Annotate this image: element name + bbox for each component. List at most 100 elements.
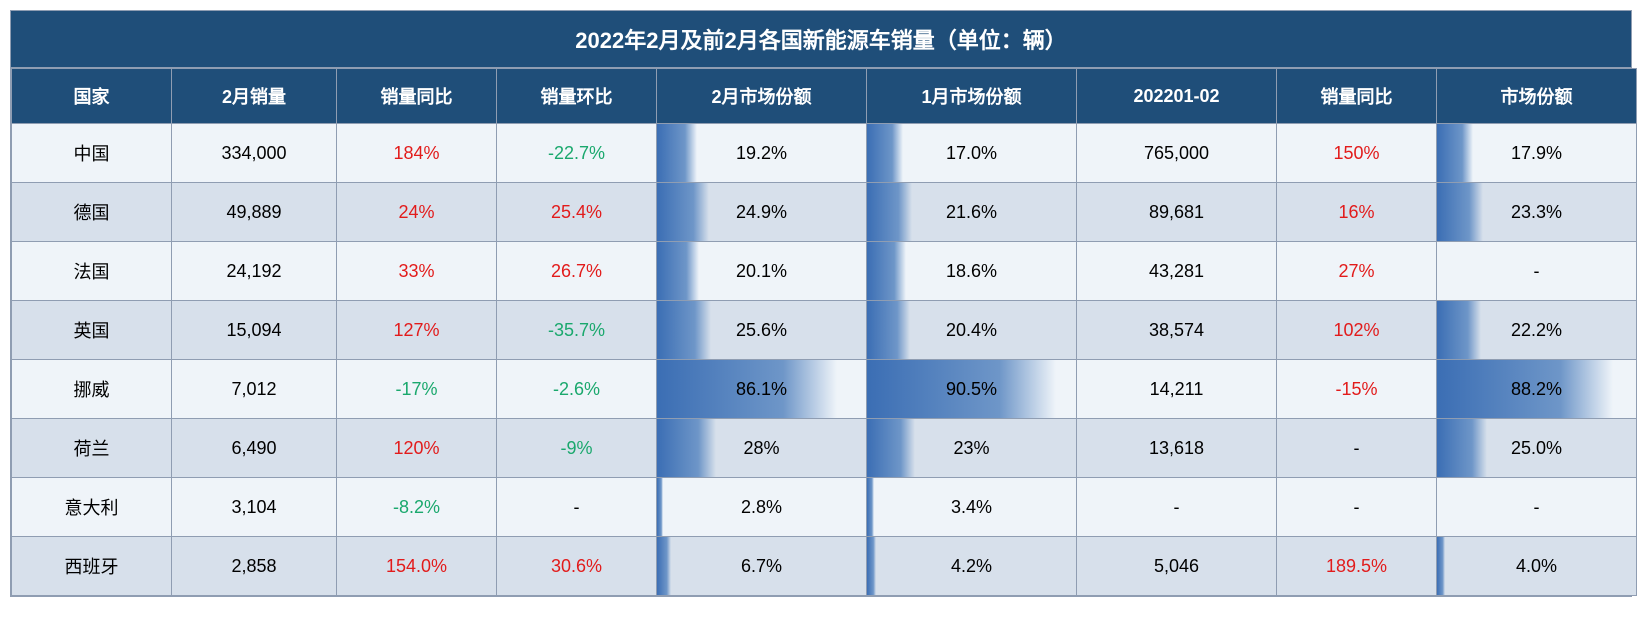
market-share-bar xyxy=(867,419,915,477)
table-cell: -2.6% xyxy=(497,360,657,419)
cell-value: 13,618 xyxy=(1149,438,1204,459)
cell-value: 14,211 xyxy=(1150,379,1204,400)
table-cell: 25.0% xyxy=(1437,419,1637,478)
table-cell: - xyxy=(1277,419,1437,478)
table-row: 荷兰6,490120%-9%28%23%13,618-25.0% xyxy=(12,419,1637,478)
cell-value: - xyxy=(1534,497,1540,518)
col-header: 202201-02 xyxy=(1077,69,1277,124)
cell-value: 184% xyxy=(393,143,439,164)
table-cell: 23% xyxy=(867,419,1077,478)
table-cell: 88.2% xyxy=(1437,360,1637,419)
table-cell: 120% xyxy=(337,419,497,478)
table-cell: 25.6% xyxy=(657,301,867,360)
table-cell: 38,574 xyxy=(1077,301,1277,360)
table-cell: 30.6% xyxy=(497,537,657,596)
market-share-bar xyxy=(1437,301,1481,359)
col-header: 1月市场份额 xyxy=(867,69,1077,124)
table-cell: 21.6% xyxy=(867,183,1077,242)
market-share-bar xyxy=(867,301,910,359)
cell-value: 22.2% xyxy=(1511,320,1562,341)
cell-value: 49,889 xyxy=(226,202,281,223)
table-cell: 26.7% xyxy=(497,242,657,301)
table-cell: - xyxy=(1437,478,1637,537)
table-cell: 765,000 xyxy=(1077,124,1277,183)
table-cell: 15,094 xyxy=(172,301,337,360)
cell-value: 90.5% xyxy=(946,379,997,400)
table-cell: 19.2% xyxy=(657,124,867,183)
table-cell: 6,490 xyxy=(172,419,337,478)
cell-value: 24,192 xyxy=(226,261,281,282)
col-header: 销量环比 xyxy=(497,69,657,124)
cell-value: -8.2% xyxy=(393,497,440,518)
market-share-bar xyxy=(657,419,716,477)
cell-value: -17% xyxy=(395,379,437,400)
market-share-bar xyxy=(657,301,711,359)
cell-value: 38,574 xyxy=(1149,320,1204,341)
table-cell: 89,681 xyxy=(1077,183,1277,242)
cell-value: 30.6% xyxy=(551,556,602,577)
cell-value: 5,046 xyxy=(1154,556,1199,577)
table-cell: 英国 xyxy=(12,301,172,360)
table-cell: 154.0% xyxy=(337,537,497,596)
table-cell: 2.8% xyxy=(657,478,867,537)
table-cell: 24.9% xyxy=(657,183,867,242)
table-cell: 150% xyxy=(1277,124,1437,183)
market-share-bar xyxy=(867,242,906,300)
table-cell: 334,000 xyxy=(172,124,337,183)
cell-value: 28% xyxy=(743,438,779,459)
cell-value: - xyxy=(574,497,580,518)
table-cell: 20.4% xyxy=(867,301,1077,360)
table-row: 西班牙2,858154.0%30.6%6.7%4.2%5,046189.5%4.… xyxy=(12,537,1637,596)
col-header: 2月销量 xyxy=(172,69,337,124)
cell-value: 3,104 xyxy=(231,497,276,518)
table-cell: 6.7% xyxy=(657,537,867,596)
table-cell: 16% xyxy=(1277,183,1437,242)
cell-value: 17.9% xyxy=(1511,143,1562,164)
market-share-bar xyxy=(1437,183,1483,241)
table-cell: 90.5% xyxy=(867,360,1077,419)
table-cell: 中国 xyxy=(12,124,172,183)
table-cell: 2,858 xyxy=(172,537,337,596)
table-cell: 25.4% xyxy=(497,183,657,242)
cell-value: 23.3% xyxy=(1511,202,1562,223)
table-cell: 184% xyxy=(337,124,497,183)
cell-value: 189.5% xyxy=(1326,556,1387,577)
table-row: 挪威 7,012 -17% -2.6% 86.1% 90.5% 14,211 -15% 88.2… xyxy=(12,360,1637,419)
cell-value: 102% xyxy=(1333,320,1379,341)
col-header: 国家 xyxy=(12,69,172,124)
table-cell: 4.0% xyxy=(1437,537,1637,596)
cell-value: 21.6% xyxy=(946,202,997,223)
table-cell: -17% xyxy=(337,360,497,419)
market-share-bar xyxy=(867,478,874,536)
table-title: 2022年2月及前2月各国新能源车销量（单位：辆） xyxy=(11,11,1631,68)
nev-sales-table: 2022年2月及前2月各国新能源车销量（单位：辆） 国家 2月销量 销量同比 销… xyxy=(10,10,1632,597)
table-cell: 5,046 xyxy=(1077,537,1277,596)
cell-value: 127% xyxy=(393,320,439,341)
table-cell: 127% xyxy=(337,301,497,360)
market-share-bar xyxy=(657,537,671,595)
cell-value: 6,490 xyxy=(231,438,276,459)
table-cell: 挪威 xyxy=(12,360,172,419)
cell-value: 26.7% xyxy=(551,261,602,282)
table-cell: 24% xyxy=(337,183,497,242)
cell-value: 33% xyxy=(398,261,434,282)
cell-value: -15% xyxy=(1335,379,1377,400)
table-cell: 189.5% xyxy=(1277,537,1437,596)
header-row: 国家 2月销量 销量同比 销量环比 2月市场份额 1月市场份额 202201-0… xyxy=(12,69,1637,124)
table-row: 英国15,094127%-35.7%25.6%20.4%38,574102%22… xyxy=(12,301,1637,360)
cell-value: 7,012 xyxy=(231,379,276,400)
cell-value: 86.1% xyxy=(736,379,787,400)
table-row: 意大利3,104-8.2%-2.8%3.4%--- xyxy=(12,478,1637,537)
cell-value: 765,000 xyxy=(1144,143,1209,164)
cell-value: 24.9% xyxy=(736,202,787,223)
col-header: 市场份额 xyxy=(1437,69,1637,124)
cell-value: 荷兰 xyxy=(74,435,110,461)
cell-value: 20.1% xyxy=(736,261,787,282)
table-cell: 22.2% xyxy=(1437,301,1637,360)
table-cell: 4.2% xyxy=(867,537,1077,596)
table-cell: 20.1% xyxy=(657,242,867,301)
market-share-bar xyxy=(657,183,709,241)
cell-value: 16% xyxy=(1338,202,1374,223)
col-header: 销量同比 xyxy=(1277,69,1437,124)
table-cell: - xyxy=(1277,478,1437,537)
